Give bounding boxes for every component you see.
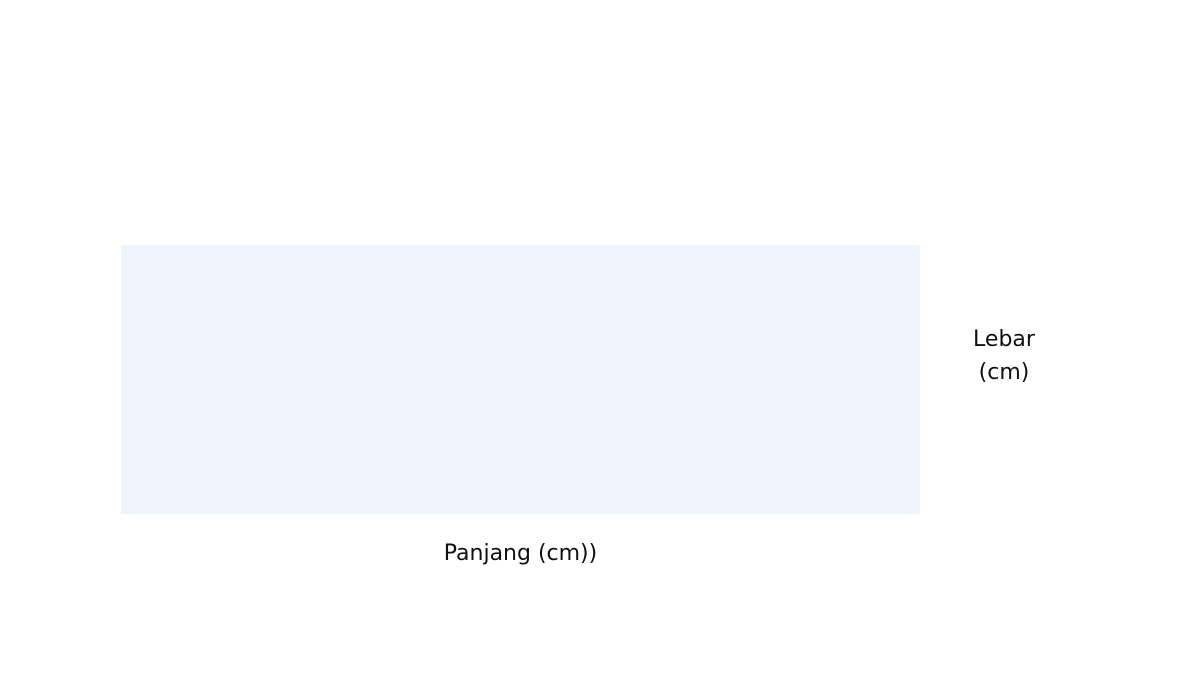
rectangle-shape <box>121 245 920 514</box>
width-label-line2: (cm) <box>978 360 1030 385</box>
width-label-line1: Lebar <box>973 327 1035 352</box>
length-label: Panjang (cm)) <box>443 541 598 566</box>
width-label: Lebar (cm) <box>944 323 1064 389</box>
